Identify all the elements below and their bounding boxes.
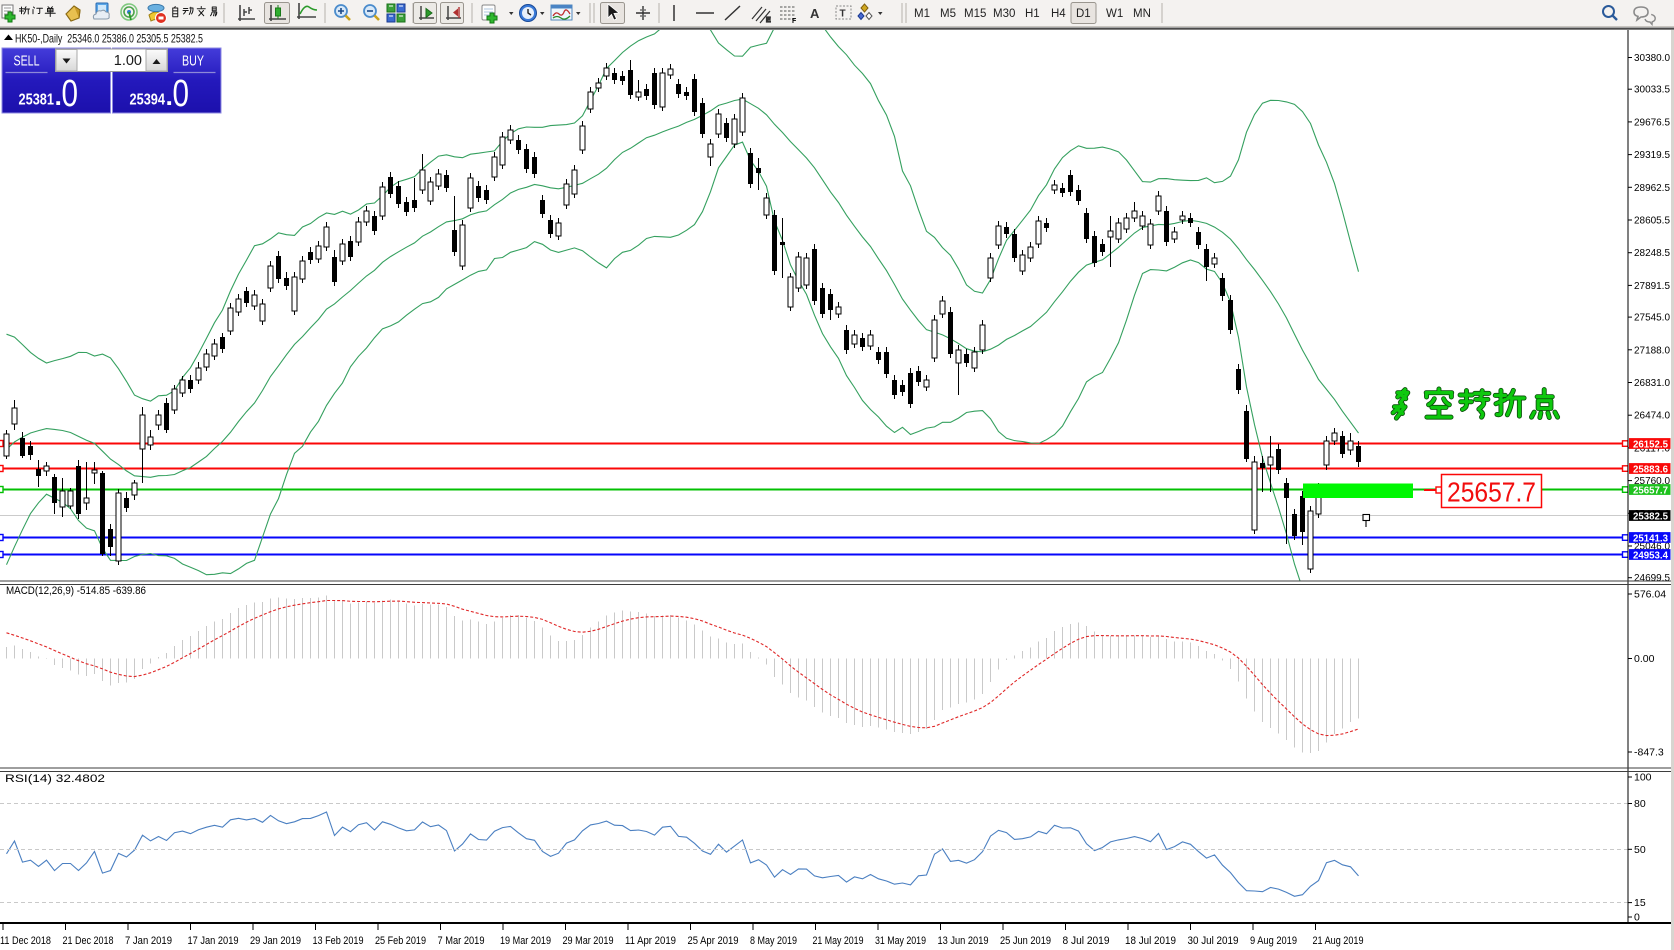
svg-text:25 Feb 2019: 25 Feb 2019 — [375, 935, 426, 947]
svg-text:24699.5: 24699.5 — [1634, 572, 1670, 584]
svg-text:26152.5: 26152.5 — [1633, 438, 1668, 450]
svg-text:30 Jul 2019: 30 Jul 2019 — [1188, 935, 1239, 947]
svg-text:MN: MN — [1133, 8, 1151, 20]
svg-text:26831.0: 26831.0 — [1634, 377, 1670, 389]
svg-text:29 Jan 2019: 29 Jan 2019 — [250, 935, 301, 947]
svg-text:28605.5: 28605.5 — [1634, 215, 1670, 227]
svg-text:HK50-,Daily 25346.0 25386.0 2: HK50-,Daily 25346.0 25386.0 25305.5 2538… — [15, 32, 203, 46]
svg-text:F: F — [792, 18, 797, 25]
svg-text:RSI(14) 32.4802: RSI(14) 32.4802 — [5, 773, 105, 785]
svg-text:SELL: SELL — [14, 54, 40, 70]
svg-text:A: A — [810, 6, 820, 21]
svg-text:576.04: 576.04 — [1634, 589, 1666, 601]
svg-text:0.00: 0.00 — [1634, 653, 1655, 665]
svg-text:21 Dec 2018: 21 Dec 2018 — [63, 935, 114, 947]
svg-text:9 Aug 2019: 9 Aug 2019 — [1250, 935, 1297, 947]
svg-text:H4: H4 — [1051, 8, 1066, 20]
svg-text:25 Apr 2019: 25 Apr 2019 — [688, 935, 739, 947]
svg-text:17 Jan 2019: 17 Jan 2019 — [188, 935, 239, 947]
svg-text:13 Jun 2019: 13 Jun 2019 — [938, 935, 989, 947]
svg-text:80: 80 — [1634, 798, 1646, 810]
svg-text:50: 50 — [1634, 844, 1646, 856]
svg-text:15: 15 — [1634, 897, 1646, 909]
svg-text:MACD(12,26,9) -514.85 -639.86: MACD(12,26,9) -514.85 -639.86 — [6, 585, 146, 597]
svg-text:25657.7: 25657.7 — [1633, 484, 1668, 496]
svg-text:D1: D1 — [1076, 8, 1091, 20]
svg-text:28248.5: 28248.5 — [1634, 247, 1670, 259]
svg-text:19 Mar 2019: 19 Mar 2019 — [500, 935, 551, 947]
svg-text:25657.7: 25657.7 — [1447, 477, 1536, 508]
svg-text:27188.0: 27188.0 — [1634, 344, 1670, 356]
svg-text:M15: M15 — [964, 8, 986, 20]
svg-text:M1: M1 — [914, 8, 930, 20]
svg-text:H1: H1 — [1025, 8, 1040, 20]
svg-text:8 May 2019: 8 May 2019 — [750, 935, 797, 947]
svg-text:31 May 2019: 31 May 2019 — [875, 935, 926, 947]
svg-text:T: T — [840, 9, 846, 20]
svg-text:1.00: 1.00 — [114, 53, 142, 69]
svg-text:28962.5: 28962.5 — [1634, 182, 1670, 194]
svg-text:27545.0: 27545.0 — [1634, 312, 1670, 324]
svg-text:100: 100 — [1634, 772, 1652, 784]
svg-text:25394: 25394 — [130, 92, 166, 109]
svg-text:29319.5: 29319.5 — [1634, 149, 1670, 161]
svg-text:29 Mar 2019: 29 Mar 2019 — [563, 935, 614, 947]
svg-text:25382.5: 25382.5 — [1633, 510, 1668, 522]
svg-text:21 May 2019: 21 May 2019 — [813, 935, 864, 947]
svg-text:25 Jun 2019: 25 Jun 2019 — [1000, 935, 1051, 947]
svg-text:11 Dec 2018: 11 Dec 2018 — [0, 935, 51, 947]
svg-text:7 Mar 2019: 7 Mar 2019 — [438, 935, 485, 947]
svg-text:W1: W1 — [1106, 8, 1123, 20]
svg-text:0: 0 — [1634, 912, 1640, 924]
svg-text:27891.5: 27891.5 — [1634, 280, 1670, 292]
svg-text:M30: M30 — [993, 8, 1015, 20]
svg-text:7 Jan 2019: 7 Jan 2019 — [125, 935, 172, 947]
svg-text:0: 0 — [173, 73, 190, 115]
svg-text:E: E — [766, 17, 771, 24]
svg-text:25883.6: 25883.6 — [1633, 463, 1668, 475]
svg-text:-847.3: -847.3 — [1634, 747, 1664, 759]
svg-text:11 Apr 2019: 11 Apr 2019 — [625, 935, 676, 947]
svg-text:0: 0 — [62, 73, 79, 115]
svg-text:30033.5: 30033.5 — [1634, 84, 1670, 96]
svg-text:21 Aug 2019: 21 Aug 2019 — [1313, 935, 1364, 947]
svg-text:25381: 25381 — [19, 92, 55, 109]
svg-text:M5: M5 — [940, 8, 956, 20]
svg-text:13 Feb 2019: 13 Feb 2019 — [313, 935, 364, 947]
svg-text:30380.0: 30380.0 — [1634, 52, 1670, 64]
svg-text:18 Jul 2019: 18 Jul 2019 — [1125, 935, 1176, 947]
svg-text:26474.0: 26474.0 — [1634, 410, 1670, 422]
svg-text:8 Jul 2019: 8 Jul 2019 — [1063, 935, 1110, 947]
svg-text:25141.3: 25141.3 — [1633, 532, 1668, 544]
svg-text:24953.4: 24953.4 — [1633, 549, 1668, 561]
svg-text:BUY: BUY — [182, 54, 204, 70]
svg-text:29676.5: 29676.5 — [1634, 116, 1670, 128]
